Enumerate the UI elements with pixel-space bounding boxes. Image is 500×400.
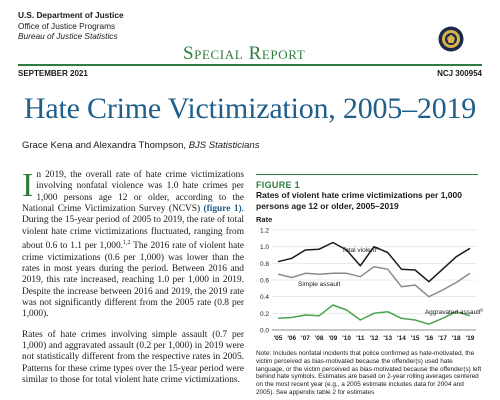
author-role: BJS Statisticians xyxy=(188,140,260,151)
report-date: SEPTEMBER 2021 xyxy=(18,69,88,78)
series-label: Aggravated assaultb xyxy=(425,308,484,317)
footnote-ref[interactable]: 1,2 xyxy=(123,240,131,247)
figure-note: Note: Includes nonfatal incidents that p… xyxy=(256,350,482,396)
y-tick-label: 0.2 xyxy=(260,311,269,318)
figure-1-link[interactable]: (figure 1) xyxy=(203,204,242,215)
y-tick-label: 1.0 xyxy=(260,244,269,251)
x-tick-label: '06 xyxy=(287,335,296,342)
y-tick-label: 1.2 xyxy=(260,228,269,235)
header-rule xyxy=(18,64,482,66)
hate-crime-line-chart: Rate 0.0 0.2 0.4 0.6 0.8 1.0 1.2 '05 '06 '07 '08 '09… xyxy=(256,215,484,342)
drop-cap: I xyxy=(22,167,34,204)
authors-line: Grace Kena and Alexandra Thompson, BJS S… xyxy=(22,140,259,151)
series-label-sup: a xyxy=(376,245,379,250)
series-label: Simple assault xyxy=(298,281,340,288)
series-line-simple-assault xyxy=(277,265,471,298)
agency-line1: U.S. Department of Justice xyxy=(18,10,124,20)
series-line-aggravated-assault xyxy=(277,304,471,325)
report-type-banner: Special Report xyxy=(183,43,306,64)
x-tick-label: '09 xyxy=(328,335,337,342)
y-tick-label: 0.4 xyxy=(260,294,269,301)
author-names: Grace Kena and Alexandra Thompson, xyxy=(22,140,187,151)
x-tick-label: '17 xyxy=(438,335,447,342)
ncj-number: NCJ 300954 xyxy=(437,69,482,78)
x-tick-label: '15 xyxy=(411,335,420,342)
x-tick-label: '08 xyxy=(315,335,324,342)
x-tick-label: '11 xyxy=(356,335,365,342)
series-label-sup: b xyxy=(481,308,484,313)
body-paragraph-2: Rates of hate crimes involving simple as… xyxy=(22,329,244,385)
series-line-total-violent xyxy=(277,241,471,283)
agency-block: U.S. Department of Justice Office of Jus… xyxy=(18,10,318,42)
x-tick-label: '18 xyxy=(452,335,461,342)
series-label: Total violenta xyxy=(342,245,379,254)
x-tick-label: '05 xyxy=(274,335,283,342)
y-tick-label: 0.0 xyxy=(260,328,269,335)
y-tick-label: 0.6 xyxy=(260,278,269,285)
doj-seal-icon xyxy=(438,26,464,52)
body-p1-a: n 2019, the overall rate of hate crime v… xyxy=(22,170,244,215)
x-tick-label: '14 xyxy=(397,335,406,342)
agency-line2: Office of Justice Programs xyxy=(18,20,116,31)
x-tick-label: '19 xyxy=(466,335,475,342)
y-axis-label: Rate xyxy=(256,215,272,224)
x-tick-label: '07 xyxy=(301,335,310,342)
agency-line3: Bureau of Justice Statistics xyxy=(18,31,118,41)
x-tick-label: '13 xyxy=(383,335,392,342)
figure-title: Rates of violent hate crime victimizatio… xyxy=(256,190,462,211)
figure-rule xyxy=(256,174,478,176)
x-tick-label: '10 xyxy=(342,335,351,342)
figure-label: FIGURE 1 xyxy=(256,180,300,190)
y-tick-label: 0.8 xyxy=(260,261,269,268)
x-tick-label: '12 xyxy=(370,335,379,342)
body-p1-c: The 2016 rate of violent hate crime vict… xyxy=(22,241,244,320)
page-title: Hate Crime Victimization, 2005–2019 xyxy=(23,92,477,125)
body-p1-b: . During the 15-year period of 2005 to 2… xyxy=(22,204,245,252)
x-tick-label: '16 xyxy=(424,335,433,342)
